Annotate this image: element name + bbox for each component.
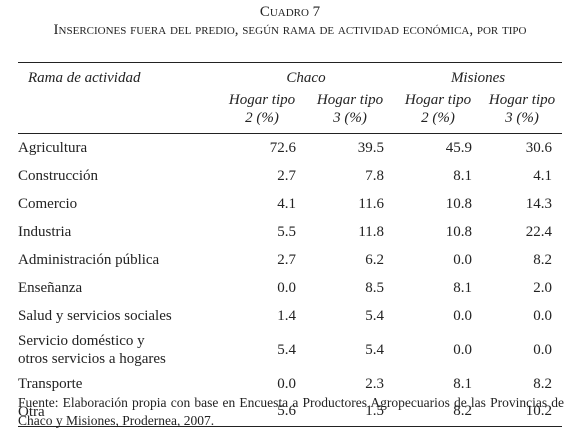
table-row: Industria 5.5 11.8 10.8 22.4 <box>18 218 562 246</box>
cell-value: 5.6 <box>218 398 306 427</box>
row-label: Industria <box>18 224 72 240</box>
table-row: Salud y servicios sociales 1.4 5.4 0.0 0.0 <box>18 302 562 330</box>
cell-value: 8.1 <box>453 375 473 392</box>
subcolumn-header: Hogar tipo 3 (%) <box>488 92 556 126</box>
cell-value: 10.8 <box>445 195 473 212</box>
table-title: Cuadro 7 <box>259 4 321 20</box>
subcolumn-header: Hogar tipo 3 (%) <box>316 92 384 126</box>
row-label: Construcción <box>18 168 98 184</box>
row-label: Servicio doméstico y otros servicios a h… <box>18 333 166 367</box>
cell-value: 0.0 <box>453 307 473 324</box>
row-label: Administración pública <box>18 252 160 268</box>
cell-value: 30.6 <box>525 139 553 156</box>
table-row: Transporte 0.0 2.3 8.1 8.2 <box>18 370 562 398</box>
table-row: Otra 5.6 1.5 8.2 10.2 <box>18 398 563 427</box>
table-row: Administración pública 2.7 6.2 0.0 8.2 <box>18 246 562 274</box>
cell-value: 7.8 <box>365 167 385 184</box>
cell-value: 1.4 <box>277 307 296 324</box>
cell-value: 10.2 <box>482 398 563 427</box>
cell-value: 72.6 <box>269 139 296 156</box>
cell-value: 2.7 <box>277 251 296 268</box>
cell-value: 1.5 <box>306 398 395 427</box>
cell-value: 0.0 <box>453 251 473 268</box>
cell-value: 2.7 <box>277 167 296 184</box>
column-header: Rama de actividad <box>18 62 218 90</box>
cell-value: 5.4 <box>365 341 385 358</box>
row-label: Agricultura <box>18 140 88 156</box>
row-label: Transporte <box>18 376 83 392</box>
column-header: Chaco <box>218 62 395 90</box>
cell-value: 8.2 <box>394 398 483 427</box>
table-row: Comercio 4.1 11.6 10.8 14.3 <box>18 190 562 218</box>
source-note: Fuente: Elaboración propia con base en E… <box>18 395 564 428</box>
row-label: Salud y servicios sociales <box>18 308 172 324</box>
table-row: Construcción 2.7 7.8 8.1 4.1 <box>18 162 562 190</box>
cell-value: 39.5 <box>357 139 385 156</box>
cell-value: 10.8 <box>445 223 473 240</box>
row-label: Enseñanza <box>18 280 83 296</box>
cell-value: 5.5 <box>277 223 296 240</box>
cell-value: 0.0 <box>277 375 296 392</box>
column-header: Misiones <box>394 62 563 90</box>
table-subtitle: Inserciones fuera del predio, según rama… <box>53 22 527 38</box>
cell-value: 11.6 <box>358 195 385 212</box>
cell-value: 4.1 <box>533 167 553 184</box>
cell-value: 8.5 <box>365 279 385 296</box>
cell-value: 0.0 <box>533 307 553 324</box>
subcolumn-header: Hogar tipo 2 (%) <box>228 92 296 126</box>
cell-value: 5.4 <box>277 341 296 358</box>
cell-value: 45.9 <box>445 139 473 156</box>
cell-value: 8.2 <box>533 251 553 268</box>
cell-value: 2.3 <box>365 375 385 392</box>
row-label: Comercio <box>18 196 78 212</box>
data-table: Rama de actividad Chaco Misiones Hogar tip… <box>18 62 563 427</box>
cell-value: 14.3 <box>525 195 553 212</box>
cell-value: 5.4 <box>365 307 385 324</box>
cell-value: 4.1 <box>277 195 296 212</box>
cell-value: 8.2 <box>533 375 553 392</box>
subcolumn-header: Hogar tipo 2 (%) <box>404 92 472 126</box>
table-row: Enseñanza 0.0 8.5 8.1 2.0 <box>18 274 562 302</box>
cell-value: 8.1 <box>453 167 473 184</box>
row-label: Otra <box>18 398 218 427</box>
cell-value: 0.0 <box>533 341 553 358</box>
cell-value: 6.2 <box>365 251 385 268</box>
table-row: Servicio doméstico y otros servicios a h… <box>18 330 562 370</box>
cell-value: 0.0 <box>453 341 473 358</box>
table-row: Agricultura 72.6 39.5 45.9 30.6 <box>18 134 562 163</box>
cell-value: 8.1 <box>453 279 473 296</box>
cell-value: 22.4 <box>525 223 553 240</box>
cell-value: 11.8 <box>358 223 385 240</box>
cell-value: 0.0 <box>277 279 296 296</box>
cell-value: 2.0 <box>533 279 553 296</box>
